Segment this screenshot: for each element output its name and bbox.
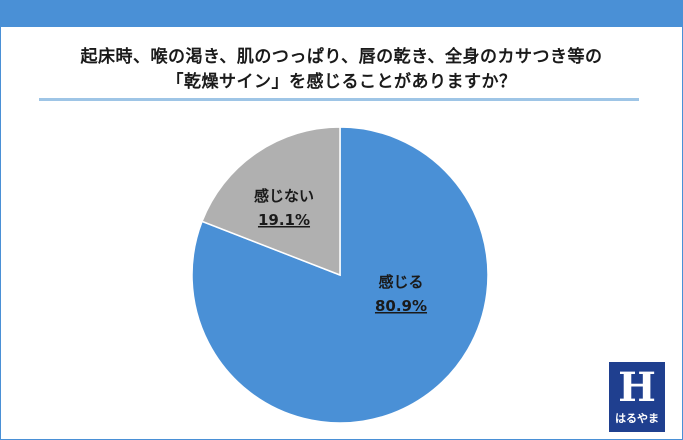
top-bar [1,1,682,27]
pie-slice-label: 感じる [378,273,423,291]
haruyama-logo: H はるやま [609,362,665,432]
pie-slice-value-label: 80.9% [375,297,427,315]
pie-slice-not-feel [201,126,341,277]
pie-slice-value-label: 19.1% [258,211,310,229]
chart-title-line-2: 「乾燥サイン」を感じることがありますか？ [166,72,517,92]
chart-title-line-1: 起床時、喉の渇き、肌のつっぱり、唇の乾き、全身のカサつき等の [80,47,603,67]
title-divider [39,98,639,101]
logo-h-mark: H [618,364,656,411]
pie-slice-label: 感じない [254,187,314,205]
logo-text: はるやま [615,412,659,425]
chart-title: 起床時、喉の渇き、肌のつっぱり、唇の乾き、全身のカサつき等の 「乾燥サイン」を感… [1,45,682,95]
